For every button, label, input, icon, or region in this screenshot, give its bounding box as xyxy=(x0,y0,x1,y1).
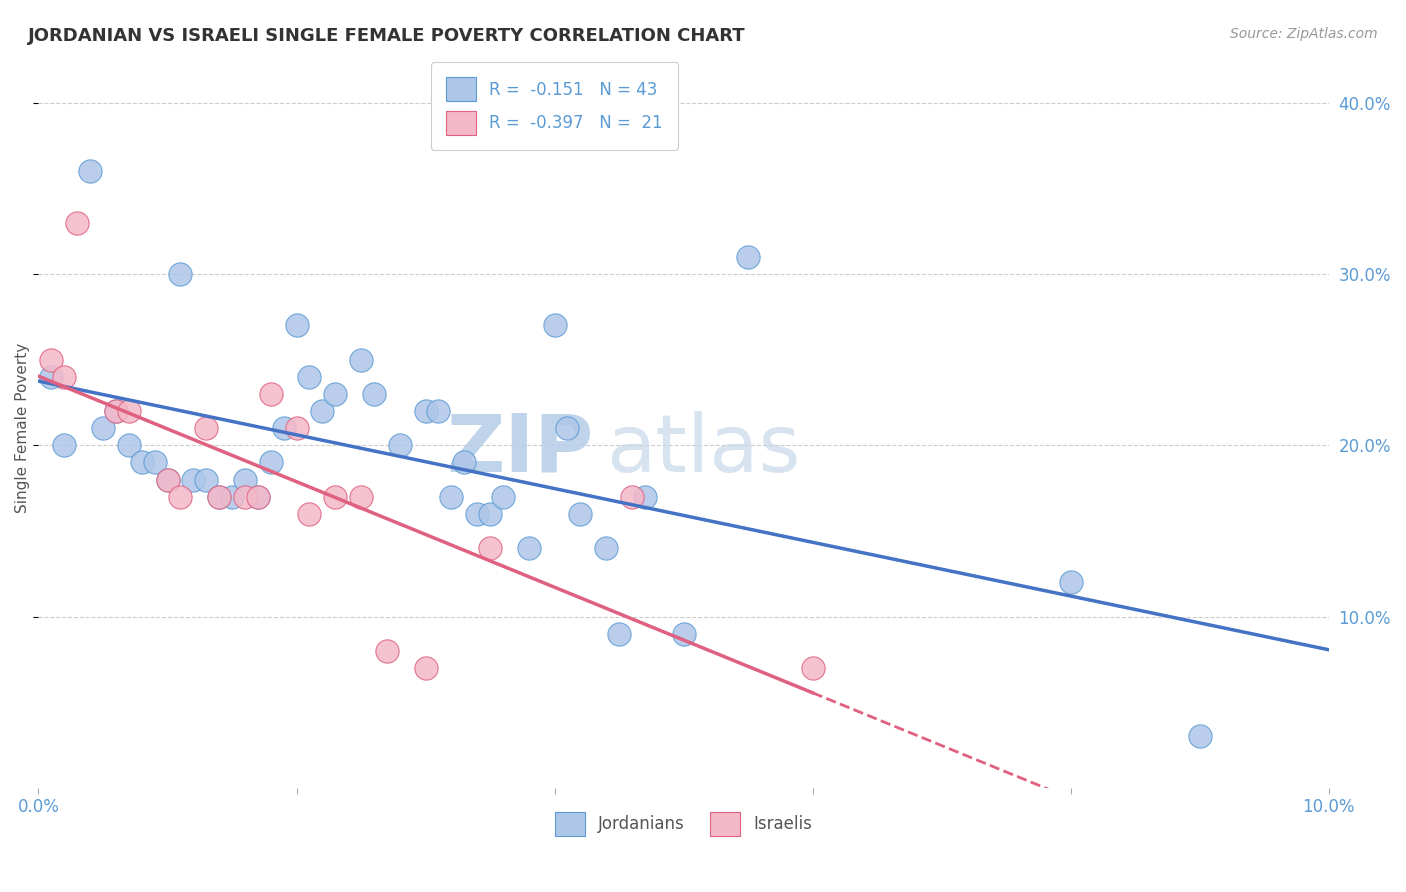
Point xyxy=(672,626,695,640)
Point xyxy=(569,507,592,521)
Point xyxy=(311,404,333,418)
Point xyxy=(440,490,463,504)
Point xyxy=(595,541,617,555)
Point xyxy=(41,352,63,367)
Point xyxy=(375,644,398,658)
Point xyxy=(104,404,127,418)
Point xyxy=(479,541,502,555)
Point xyxy=(453,455,475,469)
Point xyxy=(208,490,231,504)
Point xyxy=(260,455,283,469)
Point xyxy=(1188,730,1211,744)
Point xyxy=(246,490,269,504)
Point xyxy=(607,626,630,640)
Point xyxy=(801,661,824,675)
Point xyxy=(492,490,515,504)
Point xyxy=(53,369,76,384)
Point xyxy=(169,490,191,504)
Point xyxy=(181,473,204,487)
Point xyxy=(298,369,321,384)
Point xyxy=(91,421,114,435)
Point xyxy=(323,490,346,504)
Point xyxy=(543,318,565,333)
Point xyxy=(104,404,127,418)
Point xyxy=(1060,575,1083,590)
Point xyxy=(53,438,76,452)
Point xyxy=(557,421,579,435)
Point xyxy=(737,250,759,264)
Text: Source: ZipAtlas.com: Source: ZipAtlas.com xyxy=(1230,27,1378,41)
Point xyxy=(517,541,540,555)
Point xyxy=(323,387,346,401)
Point xyxy=(285,421,308,435)
Point xyxy=(233,473,256,487)
Point xyxy=(195,473,218,487)
Point xyxy=(634,490,657,504)
Point xyxy=(41,369,63,384)
Point xyxy=(350,352,373,367)
Point xyxy=(273,421,295,435)
Point xyxy=(465,507,488,521)
Point xyxy=(79,164,101,178)
Text: ZIP: ZIP xyxy=(446,410,593,489)
Point xyxy=(66,216,89,230)
Point xyxy=(156,473,179,487)
Point xyxy=(131,455,153,469)
Point xyxy=(363,387,385,401)
Text: JORDANIAN VS ISRAELI SINGLE FEMALE POVERTY CORRELATION CHART: JORDANIAN VS ISRAELI SINGLE FEMALE POVER… xyxy=(28,27,745,45)
Point xyxy=(388,438,411,452)
Legend: Jordanians, Israelis: Jordanians, Israelis xyxy=(547,804,821,844)
Point xyxy=(350,490,373,504)
Point xyxy=(143,455,166,469)
Point xyxy=(260,387,283,401)
Point xyxy=(246,490,269,504)
Point xyxy=(221,490,243,504)
Point xyxy=(233,490,256,504)
Point xyxy=(415,404,437,418)
Point xyxy=(621,490,644,504)
Point xyxy=(415,661,437,675)
Point xyxy=(298,507,321,521)
Point xyxy=(285,318,308,333)
Point xyxy=(118,404,141,418)
Text: atlas: atlas xyxy=(606,410,800,489)
Point xyxy=(427,404,450,418)
Y-axis label: Single Female Poverty: Single Female Poverty xyxy=(15,343,30,513)
Point xyxy=(479,507,502,521)
Point xyxy=(195,421,218,435)
Point xyxy=(156,473,179,487)
Point xyxy=(208,490,231,504)
Point xyxy=(118,438,141,452)
Point xyxy=(169,267,191,281)
